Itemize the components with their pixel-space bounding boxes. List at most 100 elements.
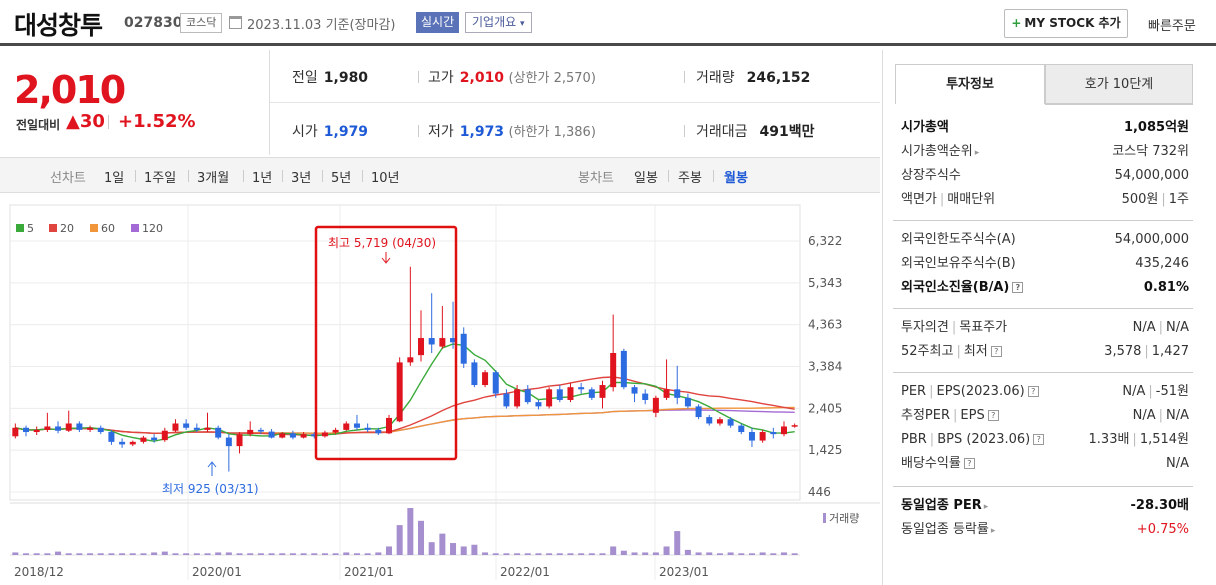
candle-body	[631, 387, 638, 394]
volume-bar	[321, 553, 328, 555]
info-value: 54,000,000	[1115, 228, 1189, 252]
info-key: 투자의견 | 목표주가	[901, 316, 1007, 340]
candle-body	[791, 425, 798, 427]
company-overview-dropdown[interactable]: 기업개요 ▾	[465, 12, 532, 33]
plus-icon: +	[1011, 16, 1022, 30]
change-percent: +1.52%	[118, 111, 196, 132]
volume-legend-swatch	[823, 513, 826, 523]
legend-label: 120	[142, 222, 163, 235]
candle-body	[172, 423, 179, 431]
candle-body	[129, 441, 136, 445]
quick-order-link[interactable]: 빠른주문	[1148, 19, 1196, 34]
divider: |	[929, 432, 935, 447]
candle-daily[interactable]: 일봉	[634, 171, 658, 186]
base-date: 2023.11.03 기준(장마감)	[247, 18, 396, 33]
info-row: 액면가 | 매매단위 500원 | 1주	[901, 188, 1189, 212]
info-value-text: N/A	[1166, 320, 1189, 335]
volume-bar	[642, 552, 649, 555]
candle-body	[556, 389, 563, 400]
help-icon[interactable]: ?	[987, 410, 999, 421]
info-value-text: 500원	[1121, 192, 1159, 207]
help-icon[interactable]: ?	[1012, 282, 1024, 293]
candle-body	[407, 357, 414, 363]
volume-value: 246,152	[746, 70, 811, 86]
my-stock-label: MY STOCK 추가	[1024, 16, 1121, 30]
info-value-text: 3,578	[1104, 344, 1142, 359]
high-value: 2,010	[459, 70, 505, 86]
volume-bar	[76, 553, 83, 555]
candle-body	[695, 406, 702, 418]
low-value: 1,973	[459, 124, 505, 140]
help-icon[interactable]: ?	[1027, 386, 1039, 397]
divider: |	[1144, 344, 1149, 359]
chevron-right-icon[interactable]: ▸	[983, 502, 989, 512]
period-3m[interactable]: 3개월	[197, 171, 230, 186]
info-key: PBR | BPS (2023.06)?	[901, 428, 1045, 452]
info-key: 상장주식수	[901, 164, 961, 188]
candle-body	[257, 429, 264, 432]
volume-bar	[610, 546, 617, 555]
realtime-button[interactable]: 실시간	[416, 12, 460, 33]
volume-bar	[514, 553, 521, 555]
volume-bar	[759, 552, 766, 555]
open-label: 시가	[292, 124, 318, 140]
period-1d[interactable]: 1일	[104, 171, 125, 186]
help-icon[interactable]: ?	[1033, 434, 1045, 445]
volume-bar	[770, 553, 777, 555]
info-value: 1,085억원	[1124, 116, 1189, 140]
volume-bar	[567, 553, 574, 555]
volume-bar	[535, 553, 542, 555]
candle-body	[353, 423, 360, 428]
candle-body	[204, 427, 211, 430]
tab-order-book[interactable]: 호가 10단계	[1045, 64, 1193, 104]
chevron-right-icon[interactable]: ▸	[990, 526, 996, 536]
help-icon[interactable]: ?	[990, 346, 1002, 357]
candle-body	[610, 353, 617, 388]
min-arrow-head	[207, 461, 217, 468]
amount-unit: 백만	[788, 124, 815, 140]
info-key: PER | EPS(2023.06)?	[901, 380, 1039, 404]
candle-chart-label: 봉차트	[578, 171, 614, 186]
chevron-right-icon[interactable]: ▸	[974, 148, 980, 158]
volume-bar	[289, 553, 296, 555]
candle-body	[780, 426, 787, 435]
volume-bar	[385, 546, 392, 555]
candle-body	[44, 426, 51, 430]
info-key-label: 액면가	[901, 192, 937, 207]
info-row: 외국인소진율(B/A)? 0.81%	[901, 276, 1189, 300]
candle-weekly[interactable]: 주봉	[678, 171, 702, 186]
period-3y[interactable]: 3년	[291, 171, 312, 186]
info-value: N/A	[1166, 452, 1189, 476]
info-row: 동일업종 등락률 ▸ +0.75%	[901, 518, 1189, 542]
y-tick-label: 4,363	[808, 318, 842, 332]
divider: |	[929, 384, 934, 399]
info-row: PBR | BPS (2023.06)? 1.33배 | 1,514원	[901, 428, 1189, 452]
info-row: 추정PER | EPS? N/A | N/A	[901, 404, 1189, 428]
candle-body	[183, 423, 190, 428]
period-10y[interactable]: 10년	[371, 171, 400, 186]
stock-name: 대성창투	[14, 11, 103, 40]
info-value-text: 1,427	[1151, 344, 1189, 359]
period-1y[interactable]: 1년	[252, 171, 273, 186]
info-value-text: N/A	[1166, 456, 1189, 471]
my-stock-add-button[interactable]: + MY STOCK 추가	[1004, 9, 1128, 38]
divider	[282, 170, 283, 182]
candle-body	[385, 417, 392, 434]
info-key-label: 시가총액순위	[901, 144, 973, 159]
info-row: 시가총액순위 ▸ 코스닥 732위	[901, 140, 1189, 164]
candle-monthly[interactable]: 월봉	[724, 171, 748, 186]
candle-body	[567, 387, 574, 400]
period-5y[interactable]: 5년	[331, 171, 352, 186]
y-tick-label: 6,322	[808, 234, 842, 248]
tab-invest-info[interactable]: 투자정보	[895, 64, 1045, 104]
open-value: 1,979	[323, 124, 369, 140]
volume-bar	[353, 553, 360, 555]
help-icon[interactable]: ?	[963, 458, 975, 469]
company-overview-label: 기업개요	[472, 15, 517, 29]
max-arrow-head	[381, 257, 391, 264]
candle-body	[642, 393, 649, 400]
period-1w[interactable]: 1주일	[144, 171, 177, 186]
divider	[135, 170, 136, 182]
divider	[188, 170, 189, 182]
volume-bar	[44, 553, 51, 555]
